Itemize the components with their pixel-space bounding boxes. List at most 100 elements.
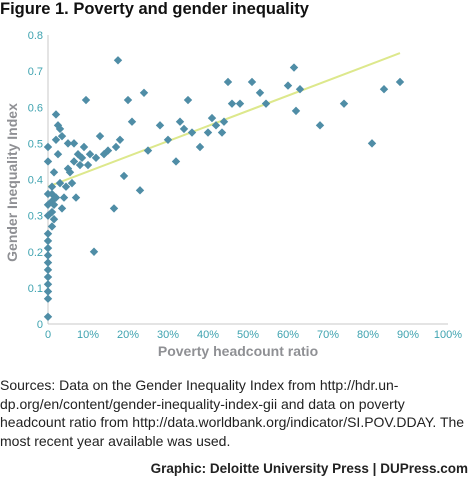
data-point [49,200,59,209]
chart-axes [47,35,448,325]
x-tick-label: 100% [434,329,462,341]
data-point [57,131,67,141]
data-point [183,95,193,105]
data-point [211,121,221,130]
data-point [227,99,237,108]
data-point [71,193,81,202]
data-point [395,77,405,87]
data-point [85,150,95,159]
data-point [111,142,121,152]
data-point [119,171,129,181]
data-point [103,146,113,155]
y-tick-label: 0.5 [28,138,43,150]
x-tick-label: 10% [77,329,99,341]
data-point [143,146,153,155]
data-point [295,84,305,94]
data-point [283,81,293,90]
data-point [67,178,77,188]
y-tick-label: 0.6 [28,102,43,114]
data-point [291,106,301,116]
data-point [247,77,257,87]
data-point [43,294,53,303]
y-axis-title: Gender Inequality Index [4,103,20,262]
data-point [43,287,53,296]
data-point [109,204,119,213]
y-tick-label: 0.3 [28,211,43,223]
data-point [43,211,53,220]
y-tick-label: 0.2 [28,247,43,259]
data-point [379,84,389,94]
data-point [95,131,105,141]
data-point [53,150,63,159]
data-point [47,222,57,231]
data-point [207,113,217,123]
data-point [79,142,89,152]
data-point [43,272,53,282]
data-point [115,135,125,144]
data-point [57,204,67,213]
data-point [63,139,73,148]
data-point [91,153,101,163]
data-point [43,229,53,238]
data-point [65,168,75,177]
data-point [49,168,59,177]
data-point [89,247,99,256]
data-point [47,182,57,191]
data-point [47,207,57,217]
data-point [171,157,181,166]
scatter-chart: 0 0.1 0.2 0.3 0.4 0.5 0.6 0.7 0.8 0 10% 20% 30% 40% 50… [4,30,463,359]
data-point [261,99,271,108]
data-point [43,280,53,289]
data-point [219,117,229,126]
data-point [69,139,79,148]
x-tick-label: 70% [317,329,339,341]
sources-note: Sources: Data on the Gender Inequality I… [0,377,465,449]
data-point [83,160,93,170]
x-axis-title: Poverty headcount ratio [158,343,318,359]
data-point [49,215,59,224]
y-tick-label: 0.1 [28,283,43,295]
data-point [315,121,325,130]
data-point [43,258,53,267]
data-point [123,95,133,105]
data-point [43,142,53,152]
x-tick-label: 60% [277,329,299,341]
data-point [217,128,227,137]
data-point [223,77,233,87]
data-point [43,265,53,275]
x-tick-label: 50% [237,329,259,341]
tick-labels: 0 0.1 0.2 0.3 0.4 0.5 0.6 0.7 0.8 0 10% 20% 30% 40% 50… [28,30,463,341]
data-point [367,139,377,148]
x-tick-label: 20% [117,329,139,341]
x-tick-label: 80% [357,329,379,341]
data-point [77,153,87,163]
data-point [163,135,173,144]
data-point [55,124,65,134]
data-point [289,63,299,72]
data-point [43,157,53,166]
data-point [43,243,53,253]
data-point [59,193,69,202]
data-point [51,110,61,119]
data-point [155,121,165,130]
x-tick-label: 0 [45,329,51,341]
data-point [179,124,189,134]
y-tick-label: 0.4 [28,175,43,187]
data-point [75,160,85,170]
figure-title: Figure 1. Poverty and gender inequality [0,0,309,18]
data-point [81,95,91,105]
data-point [339,99,349,108]
data-point [43,312,53,321]
graphic-credit: Graphic: Deloitte University Press | DUP… [150,461,468,476]
y-tick-label: 0 [37,319,43,331]
data-point [255,88,265,97]
data-point [175,117,185,126]
data-point [203,128,213,137]
data-point [51,135,61,144]
data-point [195,142,205,152]
x-tick-label: 30% [157,329,179,341]
data-point [43,236,53,246]
data-point [69,157,79,166]
data-point [43,251,53,260]
data-point [113,56,123,65]
